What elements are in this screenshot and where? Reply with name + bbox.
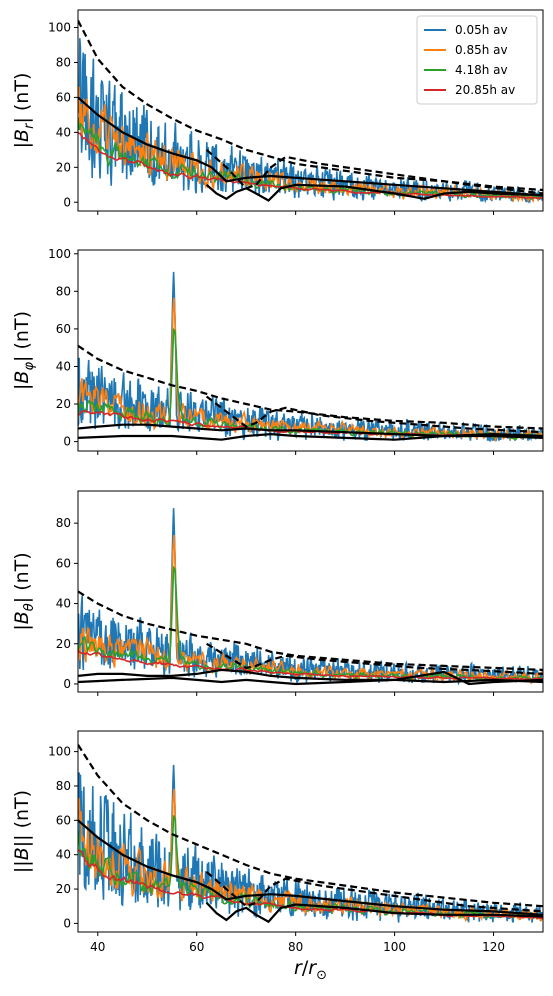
ytick-label-br-5: 100	[48, 20, 71, 34]
series-line-br-2	[78, 117, 543, 200]
xtick-label-1: 60	[189, 940, 204, 954]
ytick-label-br-1: 20	[56, 160, 71, 174]
series-line-btheta-3	[78, 649, 543, 681]
ytick-label-br-3: 60	[56, 90, 71, 104]
ylabel-bphi: |Bφ| (nT)	[11, 311, 37, 390]
legend: 0.05h av 0.85h av 4.18h av 20.85h av	[416, 15, 538, 105]
ytick-label-btheta-2: 40	[56, 597, 71, 611]
lower-solid-curve-btheta	[78, 670, 543, 686]
upper-solid-curve-btheta	[78, 668, 543, 684]
ytick-label-br-0: 0	[63, 195, 71, 209]
xtick-label-2: 80	[288, 940, 303, 954]
panel-br: 0 20 40 60 80 100 |Br| (nT) 0.05h av 0.85h av 4.1…	[11, 9, 544, 215]
xtick-label-3: 100	[383, 940, 406, 954]
lower-dashed-curve-btheta	[206, 642, 543, 675]
lower-solid-curve-bnorm	[205, 902, 543, 924]
upper-dashed-curve-br	[78, 19, 543, 192]
lower-dashed-curve-bphi	[205, 395, 543, 434]
lower-solid-curve-bphi	[78, 432, 543, 441]
panel-bnorm: 0 20 40 60 80 100 40 60 80 100 120 ||B|| (nT) r/r⊙	[11, 730, 544, 983]
ytick-label-bphi-4: 80	[56, 284, 71, 298]
lower-solid-curve-br	[205, 183, 543, 202]
plot-area-br	[78, 19, 543, 204]
lower-dashed-curve-bnorm	[205, 871, 543, 913]
xtick-label-4: 120	[482, 940, 505, 954]
ytick-label-bphi-0: 0	[63, 435, 71, 449]
series-line-br-3	[78, 132, 543, 200]
series-line-bnorm-0	[78, 764, 543, 923]
upper-dashed-curve-bnorm	[78, 744, 543, 908]
axes-frame-btheta	[77, 490, 544, 693]
panel-bphi: 0 20 40 60 80 100 |Bφ| (nT)	[11, 247, 544, 455]
ytick-label-bnorm-3: 60	[56, 813, 71, 827]
ylabel-bnorm: ||B|| (nT)	[11, 790, 33, 873]
legend-label-2: 4.18h av	[455, 63, 508, 77]
ytick-label-bnorm-0: 0	[63, 916, 71, 930]
legend-label-1: 0.85h av	[455, 43, 508, 57]
ytick-label-bphi-2: 40	[56, 359, 71, 373]
upper-solid-curve-bphi	[78, 423, 543, 439]
axes-frame-bnorm	[77, 730, 544, 933]
axes-frame-bphi	[77, 249, 544, 452]
legend-label-0: 0.05h av	[455, 23, 508, 37]
ytick-label-bphi-3: 60	[56, 322, 71, 336]
upper-dashed-curve-bphi	[78, 344, 543, 430]
ytick-label-bnorm-5: 100	[48, 745, 71, 759]
ylabel-btheta: |Bθ| (nT)	[11, 552, 37, 630]
plot-area-bnorm	[78, 744, 543, 924]
xtick-label-0: 40	[90, 940, 105, 954]
ytick-label-bnorm-1: 20	[56, 882, 71, 896]
ytick-label-btheta-1: 20	[56, 637, 71, 651]
upper-solid-curve-bnorm	[78, 819, 543, 916]
legend-label-3: 20.85h av	[455, 83, 515, 97]
ytick-label-bphi-5: 100	[48, 247, 71, 261]
axes-frame-br	[77, 9, 544, 212]
xlabel: r/r⊙	[294, 957, 327, 983]
ytick-label-btheta-4: 80	[56, 516, 71, 530]
ytick-label-btheta-0: 0	[63, 677, 71, 691]
upper-dashed-curve-btheta	[78, 590, 543, 671]
plot-area-btheta	[78, 508, 543, 686]
ytick-label-bphi-1: 20	[56, 397, 71, 411]
ytick-label-br-4: 80	[56, 55, 71, 69]
legend-box	[416, 15, 538, 105]
ylabel-br: |Br| (nT)	[11, 73, 37, 149]
ytick-label-bnorm-4: 80	[56, 779, 71, 793]
panel-btheta: 0 20 40 60 80 |Bθ| (nT)	[11, 490, 544, 696]
ytick-label-br-2: 40	[56, 125, 71, 139]
plot-area-bphi	[78, 271, 543, 443]
ytick-label-bnorm-2: 40	[56, 848, 71, 862]
ytick-label-btheta-3: 60	[56, 556, 71, 570]
upper-solid-curve-br	[78, 96, 543, 197]
lower-dashed-curve-br	[205, 148, 543, 195]
